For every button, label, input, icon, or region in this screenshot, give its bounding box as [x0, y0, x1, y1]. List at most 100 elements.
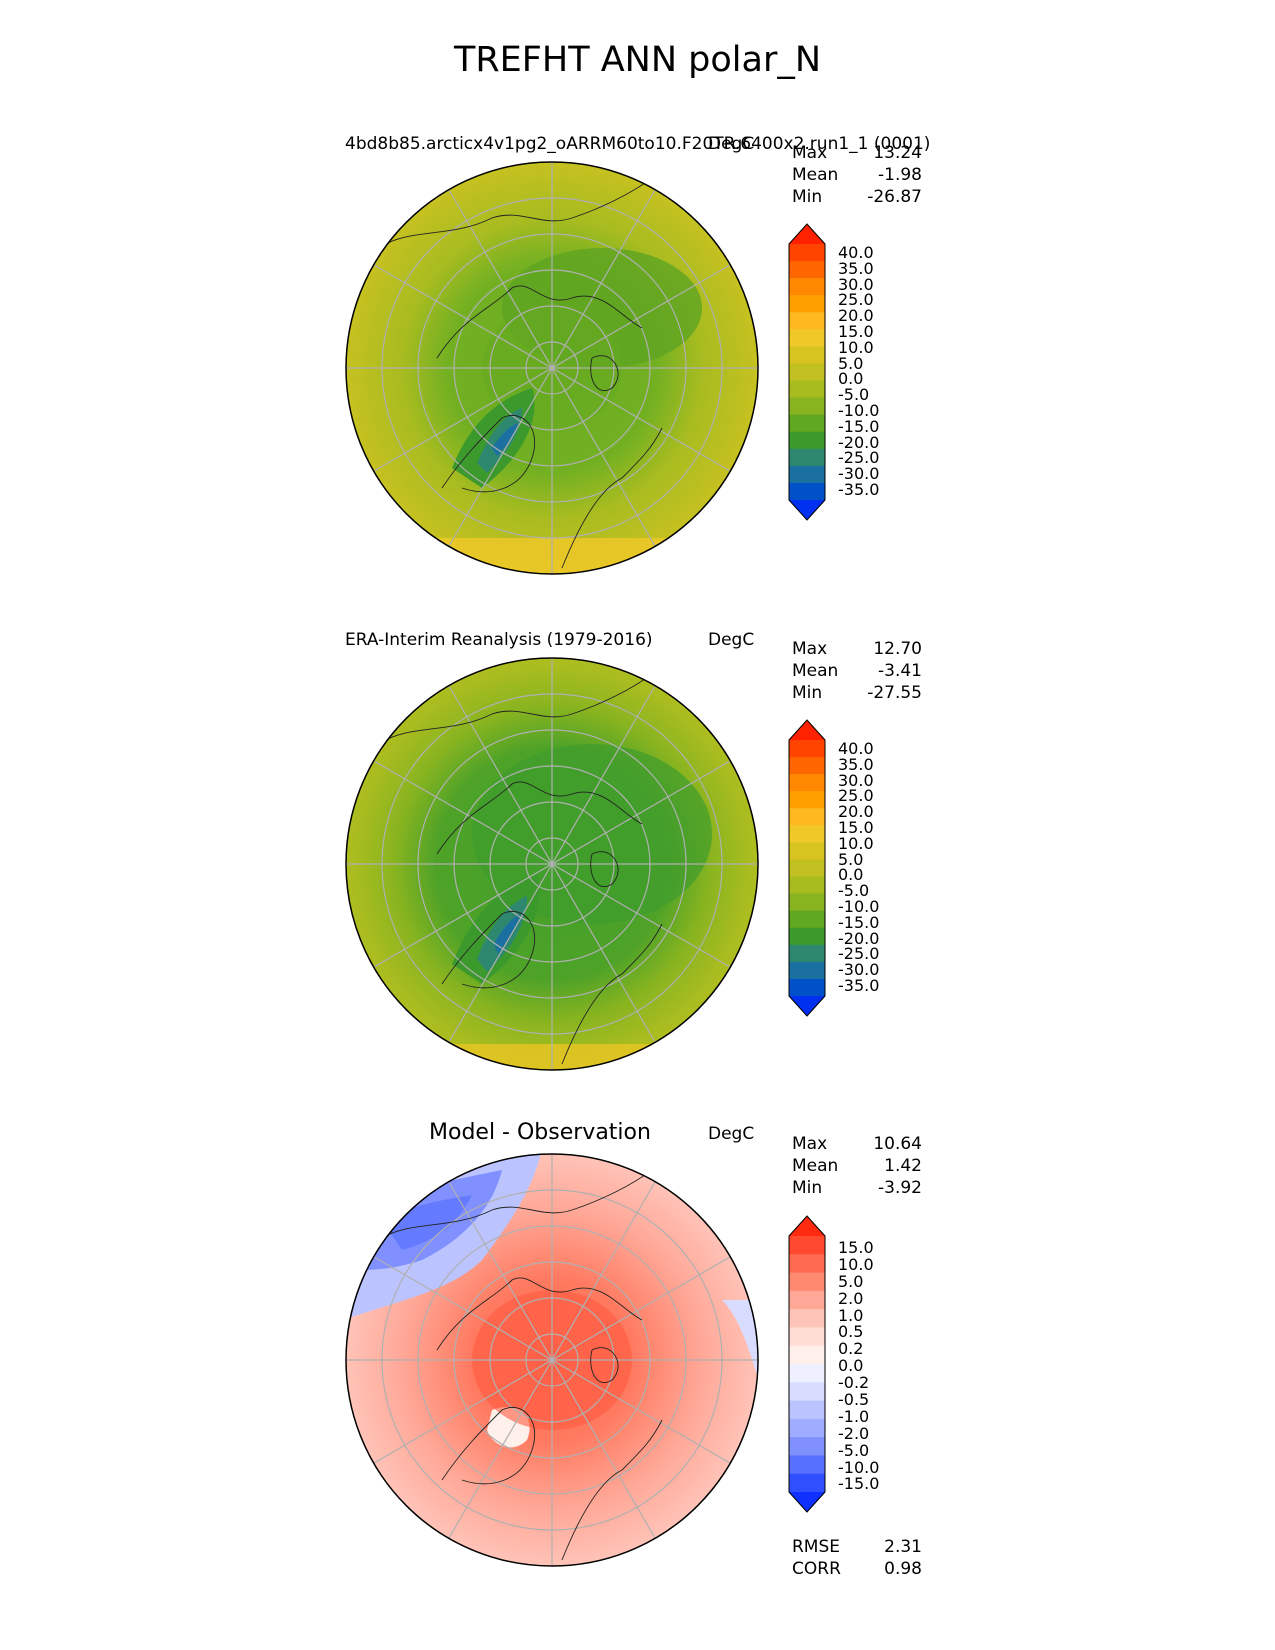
colorbar-segment	[789, 312, 825, 330]
tick-label: 10.0	[838, 833, 874, 853]
colorbar-segment	[789, 1400, 825, 1420]
stat-mean-label: Mean	[792, 661, 839, 681]
tick-label: -5.0	[838, 1440, 870, 1460]
tick-label: -5.0	[838, 385, 870, 405]
panel-difference-units: DegC	[708, 1124, 755, 1144]
colorbar-outline	[788, 719, 826, 1017]
tick-label: -20.0	[838, 432, 880, 452]
colorbar-segment	[789, 1272, 825, 1292]
tick-label: -2.0	[838, 1423, 870, 1443]
panel-model-units: DegC	[708, 134, 755, 154]
colorbar-segment	[789, 1254, 825, 1274]
stat-min-value: -3.92	[878, 1178, 922, 1198]
colorbar-extend-bottom	[789, 996, 825, 1016]
tick-label: 15.0	[838, 1238, 874, 1257]
tick-label: 2.0	[838, 1288, 864, 1308]
colorbar-segment	[789, 876, 825, 895]
colorbar-segment	[789, 363, 825, 382]
colorbar-segment	[789, 1345, 825, 1365]
tick-label: -0.5	[838, 1390, 870, 1410]
tick-label: 10.0	[838, 337, 874, 357]
stat-max-value: 10.64	[873, 1134, 922, 1154]
colorbar-segment	[789, 244, 825, 262]
tick-label: 25.0	[838, 290, 874, 310]
colorbar-model	[788, 223, 826, 521]
rmse-label: RMSE	[792, 1537, 841, 1557]
tick-label: 20.0	[838, 802, 874, 822]
polar-map-difference	[345, 1153, 759, 1567]
stat-min-value: -26.87	[867, 187, 922, 207]
colorbar-segment	[789, 1473, 825, 1493]
tick-label: 5.0	[838, 353, 864, 373]
tick-label: -35.0	[838, 975, 880, 995]
colorbar-ticks-reference: 40.0 35.0 30.0 25.0 20.0 15.0 10.0 5.0 0…	[838, 741, 879, 994]
tick-label: 0.0	[838, 865, 864, 885]
colorbar-outline	[788, 1215, 826, 1513]
colorbar-segment	[789, 842, 825, 860]
figure-title: TREFHT ANN polar_N	[453, 40, 822, 80]
tick-label: 30.0	[838, 770, 874, 790]
colorbar-segment	[789, 825, 825, 843]
colorbar-segment	[789, 910, 825, 929]
colorbar-segment	[789, 927, 825, 946]
tick-label: -20.0	[838, 928, 880, 948]
colorbar-segment	[789, 740, 825, 758]
colorbar-segment	[789, 397, 825, 416]
tick-label: -1.0	[838, 1406, 870, 1426]
colorbar-extend-bottom	[789, 500, 825, 520]
colorbar-segment	[789, 757, 825, 775]
tick-label: -10.0	[838, 896, 880, 916]
tick-label: 15.0	[838, 817, 874, 837]
tick-label: 35.0	[838, 754, 874, 774]
colorbar-segment	[789, 414, 825, 433]
stat-max-label: Max	[792, 1134, 828, 1154]
panel-model-label: 4bd8b85.arcticx4v1pg2_oARRM60to10.F20TR.…	[345, 134, 931, 154]
colorbar-segment	[789, 1290, 825, 1310]
tick-label: 0.0	[838, 1356, 864, 1376]
tick-label: -15.0	[838, 912, 880, 932]
tick-label: 5.0	[838, 849, 864, 869]
polar-map-reference	[345, 657, 759, 1071]
colorbar-segment	[789, 1236, 825, 1255]
colorbar-segment	[789, 448, 825, 467]
tick-label: 0.0	[838, 369, 864, 389]
corr-label: CORR	[792, 1559, 841, 1579]
stat-min-label: Min	[792, 187, 823, 207]
rmse-value: 2.31	[884, 1537, 922, 1557]
stat-max-label: Max	[792, 143, 828, 163]
colorbar-segment	[789, 1455, 825, 1475]
stat-min-label: Min	[792, 683, 823, 703]
colorbar-segment	[789, 791, 825, 809]
colorbar-segment	[789, 1309, 825, 1328]
colorbar-segment	[789, 482, 825, 501]
stat-mean-label: Mean	[792, 165, 839, 185]
tick-label: -35.0	[838, 479, 880, 499]
stat-min-value: -27.55	[867, 683, 922, 703]
colorbar-segment	[789, 380, 825, 399]
colorbar-outline	[788, 223, 826, 521]
colorbar-segment	[789, 346, 825, 364]
colorbar-segment	[789, 465, 825, 484]
tick-label: -0.2	[838, 1373, 870, 1393]
difference-metrics: RMSE 2.31 CORR 0.98	[792, 1536, 922, 1580]
stat-mean-label: Mean	[792, 1156, 839, 1176]
colorbar-segment	[789, 1382, 825, 1402]
tick-label: 20.0	[838, 306, 874, 326]
tick-label: -10.0	[838, 1457, 880, 1477]
colorbar-extend-top	[789, 224, 825, 244]
colorbar-segment	[789, 893, 825, 912]
tick-label: 40.0	[838, 243, 874, 262]
tick-label: 5.0	[838, 1271, 864, 1291]
stat-mean-value: 1.42	[884, 1156, 922, 1176]
colorbar-segment	[789, 1364, 825, 1383]
panel-difference-stats: Max 10.64 Mean 1.42 Min -3.92	[792, 1133, 922, 1199]
tick-label: -30.0	[838, 960, 880, 980]
colorbar-extend-top	[789, 720, 825, 740]
tick-label: 40.0	[838, 739, 874, 758]
colorbar-segment	[789, 261, 825, 279]
panel-reference-units: DegC	[708, 630, 755, 650]
stat-max-value: 13.24	[873, 143, 922, 163]
tick-label: -30.0	[838, 464, 880, 484]
stat-mean-value: -1.98	[878, 165, 922, 185]
panel-difference-label: Model - Observation	[429, 1120, 651, 1145]
